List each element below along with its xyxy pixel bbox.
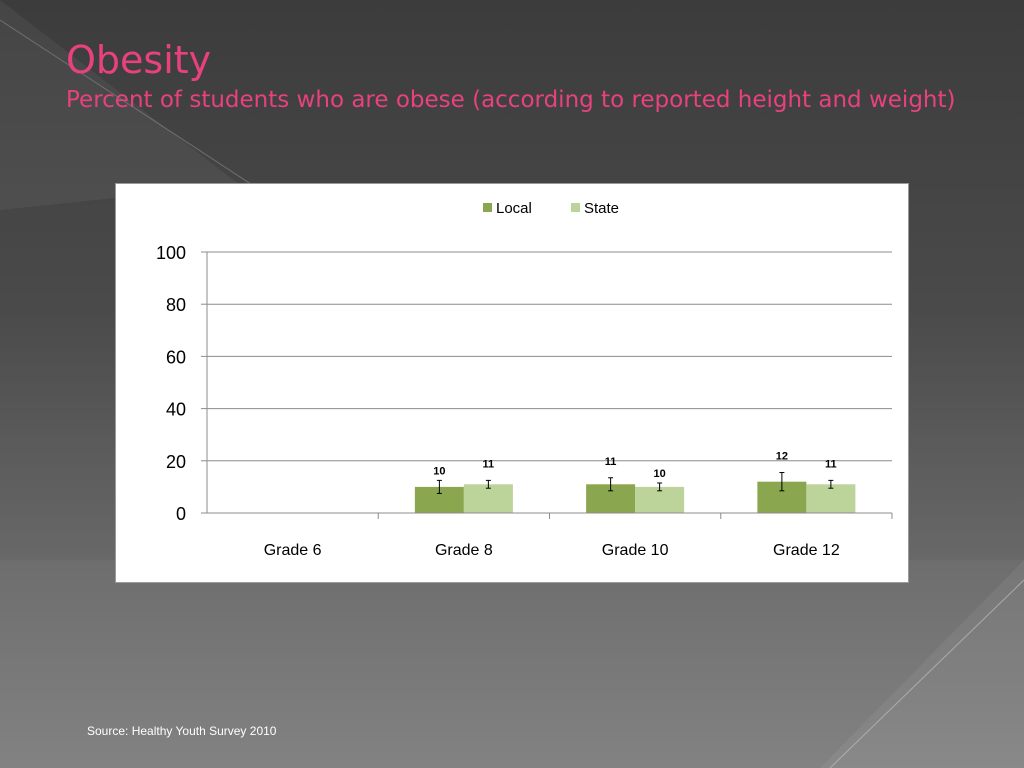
slide-subtitle: Percent of students who are obese (accor… — [66, 87, 956, 113]
x-tick-label: Grade 12 — [773, 542, 840, 559]
legend-label-state: State — [584, 200, 619, 217]
data-label: 11 — [825, 458, 837, 470]
x-tick-label: Grade 6 — [264, 542, 322, 559]
bar-state — [806, 484, 856, 513]
legend-label-local: Local — [496, 200, 532, 217]
y-tick-label: 0 — [176, 504, 186, 524]
x-tick-label: Grade 8 — [435, 542, 493, 559]
y-tick-label: 80 — [166, 295, 186, 315]
data-label: 12 — [776, 451, 788, 463]
data-label: 11 — [605, 456, 617, 468]
source-note: Source: Healthy Youth Survey 2010 — [87, 724, 277, 738]
obesity-bar-chart: 0 20 40 60 80 100 Grade 6 Grade 8 10 11 Grade 10 11… — [156, 200, 893, 559]
chart-container: 0 20 40 60 80 100 Grade 6 Grade 8 10 11 Grade 10 11… — [115, 183, 909, 583]
legend-swatch-state — [571, 203, 580, 212]
legend-swatch-local — [483, 203, 492, 212]
y-tick-label: 60 — [166, 347, 186, 367]
y-tick-label: 20 — [166, 452, 186, 472]
y-tick-label: 100 — [156, 243, 186, 263]
data-label: 10 — [433, 465, 445, 477]
x-tick-label: Grade 10 — [602, 542, 669, 559]
slide-title: Obesity — [66, 38, 212, 82]
data-label: 10 — [654, 468, 666, 480]
bar-state — [463, 484, 513, 513]
data-label: 11 — [483, 458, 495, 470]
y-tick-label: 40 — [166, 400, 186, 420]
